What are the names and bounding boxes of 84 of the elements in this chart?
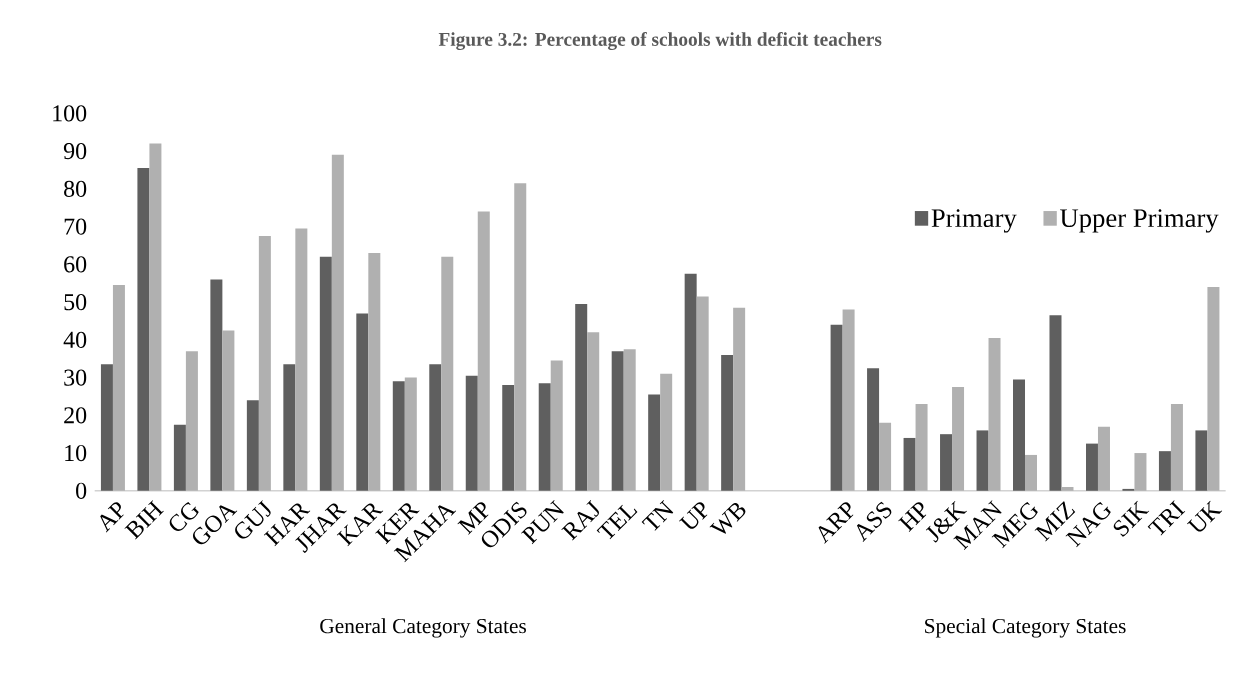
y-tick-label: 70 — [64, 218, 87, 235]
bar — [550, 360, 563, 491]
bar — [842, 309, 855, 491]
y-tick-label: 60 — [64, 256, 87, 273]
bar — [210, 279, 223, 491]
bar — [429, 364, 442, 491]
bar — [112, 285, 125, 491]
bar — [648, 394, 661, 491]
bar — [1085, 443, 1098, 491]
bar — [1158, 451, 1171, 491]
x-tick-label: BIH — [124, 500, 164, 540]
y-tick-label: 20 — [64, 407, 87, 424]
bar — [185, 351, 198, 491]
x-tick-label: TEL — [596, 504, 638, 540]
bar — [465, 375, 478, 491]
bar — [514, 183, 527, 491]
bar — [1170, 403, 1183, 491]
bar — [1061, 486, 1074, 491]
bar — [867, 368, 880, 491]
y-tick-label: 100 — [53, 105, 87, 122]
x-tick-label: HP — [898, 502, 927, 532]
bar — [684, 273, 697, 491]
bar — [392, 381, 405, 491]
bar — [137, 168, 150, 491]
bar — [830, 324, 843, 491]
bar — [903, 437, 916, 491]
bar — [696, 296, 709, 491]
bar — [660, 373, 673, 491]
bar — [222, 330, 235, 491]
bar — [295, 228, 308, 491]
bar — [1049, 315, 1062, 491]
bar — [502, 385, 515, 491]
x-tick-label: WB — [709, 502, 746, 534]
x-tick-label: ASS — [856, 501, 892, 542]
bar — [356, 313, 369, 491]
bar — [246, 400, 259, 491]
bar — [611, 351, 624, 491]
bar — [976, 430, 989, 491]
bar — [1207, 286, 1220, 491]
x-tick-label: UP — [679, 502, 708, 529]
x-tick-label: UK — [1187, 500, 1223, 532]
bar — [258, 235, 271, 491]
bar — [283, 364, 296, 491]
bar — [1025, 454, 1038, 491]
bar — [587, 332, 600, 491]
bar — [721, 354, 734, 491]
bar — [1013, 379, 1026, 491]
chart-title: Figure 3.2: Percentage of schools with deficit teachers — [438, 32, 882, 50]
bar — [477, 211, 490, 491]
bar — [404, 377, 417, 491]
y-tick-label: 30 — [64, 369, 87, 386]
y-tick-label: 90 — [63, 142, 87, 160]
bar — [733, 307, 746, 491]
text: General Category States — [320, 618, 526, 638]
bar — [988, 337, 1001, 491]
bar — [1195, 430, 1208, 491]
y-tick-label: 0 — [76, 482, 87, 499]
x-tick-label: AP — [100, 502, 124, 533]
bar — [1134, 452, 1147, 491]
bar — [575, 303, 588, 491]
y-tick-label: 50 — [64, 293, 87, 311]
bar — [368, 252, 381, 491]
x-tick-label: SIK — [1113, 500, 1150, 537]
bar — [100, 364, 113, 491]
bar — [940, 434, 953, 491]
bar — [623, 349, 636, 491]
bar — [173, 424, 186, 491]
y-tick-label: 10 — [65, 444, 87, 462]
y-tick-label: 80 — [64, 180, 87, 197]
bar — [879, 422, 892, 491]
bar — [1097, 426, 1110, 491]
bar — [441, 256, 454, 491]
bar — [331, 154, 344, 491]
x-tick-label: TRI — [1147, 500, 1186, 536]
bar — [319, 256, 332, 491]
bar — [915, 403, 928, 491]
legend-label: Upper Primary — [1060, 209, 1219, 233]
bar — [538, 383, 551, 491]
y-tick-label: 40 — [63, 331, 87, 348]
bar — [149, 143, 162, 491]
text: Special Category States — [925, 618, 1126, 638]
bar — [952, 386, 965, 491]
x-tick-label: TN — [641, 499, 674, 531]
legend-label: Primary — [931, 209, 1017, 233]
